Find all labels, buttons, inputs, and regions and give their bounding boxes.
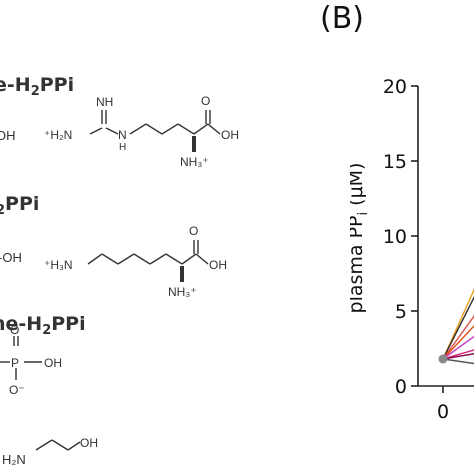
heading-text: PPi bbox=[5, 193, 40, 215]
phosphate-oh-label: OH bbox=[44, 356, 62, 370]
arginine-compound-heading: e-H2PPi bbox=[0, 74, 74, 99]
bond bbox=[165, 253, 183, 265]
lys-left-oh-fragment: -OH bbox=[0, 250, 22, 265]
svg-text:plasma PPi (μM): plasma PPi (μM) bbox=[350, 163, 371, 314]
series-line bbox=[442, 315, 474, 360]
axes bbox=[417, 86, 474, 387]
heading-text: PPi bbox=[39, 74, 75, 96]
series-line bbox=[442, 353, 474, 360]
guanidine-h2n-label: ⁺H₂N bbox=[44, 128, 72, 142]
y-tick-label: 5 bbox=[395, 301, 407, 323]
bond bbox=[105, 127, 119, 135]
heading-subscript: 2 bbox=[42, 323, 52, 338]
heading-subscript: 2 bbox=[0, 203, 6, 218]
guanidine-n-label: N bbox=[118, 128, 127, 142]
imine-nh-label: NH bbox=[96, 95, 113, 109]
ticks: 0 5 10 15 20 0 bbox=[383, 76, 449, 423]
alpha-amine-label: NH₃⁺ bbox=[180, 155, 209, 169]
carbonyl-o-label: O bbox=[201, 94, 210, 108]
bond bbox=[149, 253, 167, 265]
series-line bbox=[442, 349, 474, 360]
series-line bbox=[442, 335, 474, 360]
ethanolamine-oh-label: OH bbox=[80, 436, 98, 450]
heading-text: ne-H bbox=[0, 313, 43, 335]
heading-text: PPi bbox=[51, 313, 86, 335]
heading-subscript: 2 bbox=[30, 84, 40, 99]
baseline-data-point bbox=[438, 354, 448, 364]
bond bbox=[51, 439, 69, 451]
series-line bbox=[442, 295, 474, 360]
series-line bbox=[442, 358, 474, 365]
y-tick-label: 20 bbox=[383, 76, 407, 98]
heading-text: e-H bbox=[0, 74, 31, 96]
carboxyl-oh-label: OH bbox=[221, 128, 239, 142]
bond bbox=[67, 441, 81, 451]
bond bbox=[133, 253, 151, 265]
bond bbox=[181, 253, 197, 265]
panel-label: (B) bbox=[320, 1, 364, 36]
y-axis-label-main: plasma PP bbox=[350, 215, 367, 313]
bond bbox=[193, 123, 209, 135]
ethanolamine-compound-heading: ne-H2PPi bbox=[0, 313, 86, 338]
y-axis-label-unit: (μM) bbox=[350, 163, 367, 212]
lysine-compound-heading: 2PPi bbox=[0, 193, 39, 218]
phosphoryl-o-label: O bbox=[10, 323, 19, 337]
series-line bbox=[442, 324, 474, 360]
bond bbox=[129, 123, 147, 135]
carboxyl-oh-label: OH bbox=[209, 258, 227, 272]
y-tick-label: 15 bbox=[383, 151, 407, 173]
y-tick-label: 0 bbox=[395, 376, 407, 398]
phosphorus-label: P bbox=[11, 356, 19, 370]
x-tick-label: 0 bbox=[437, 401, 449, 423]
carbonyl-o-label: O bbox=[189, 224, 198, 238]
arginine-structure: NH ⁺H₂N N H O OH NH₃⁺ bbox=[44, 94, 239, 169]
epsilon-amine-label: ⁺H₃N bbox=[44, 258, 73, 272]
y-axis-label-subscript: i bbox=[356, 212, 371, 216]
lysine-structure: ⁺H₃N O OH NH₃⁺ bbox=[44, 224, 227, 299]
phosphate-structure: O P OH O⁻ OH bbox=[0, 323, 98, 451]
bond bbox=[161, 123, 179, 135]
bond bbox=[177, 123, 195, 135]
bond bbox=[35, 439, 53, 451]
y-axis-label: plasma PPi (μM) bbox=[350, 163, 371, 314]
bond bbox=[207, 123, 221, 135]
series-lines bbox=[438, 288, 474, 365]
bond bbox=[101, 253, 119, 265]
bond bbox=[145, 123, 163, 135]
bond bbox=[195, 253, 209, 265]
bond bbox=[87, 253, 103, 265]
phos-left-h3n-fragment: H₂N bbox=[2, 452, 26, 467]
alpha-amine-label: NH₃⁺ bbox=[168, 285, 197, 299]
plasma-ppi-chart: plasma PPi (μM) 0 5 10 15 20 0 bbox=[350, 76, 474, 423]
arg-left-oh-fragment: OH bbox=[0, 128, 16, 143]
bond bbox=[117, 253, 135, 265]
y-tick-label: 10 bbox=[383, 226, 407, 248]
series-line bbox=[442, 288, 474, 360]
wedge-bond bbox=[180, 266, 184, 282]
wedge-bond bbox=[192, 136, 196, 152]
bond bbox=[89, 127, 103, 135]
guanidine-h-label: H bbox=[119, 142, 126, 153]
phosphate-o-minus-label: O⁻ bbox=[9, 383, 25, 397]
